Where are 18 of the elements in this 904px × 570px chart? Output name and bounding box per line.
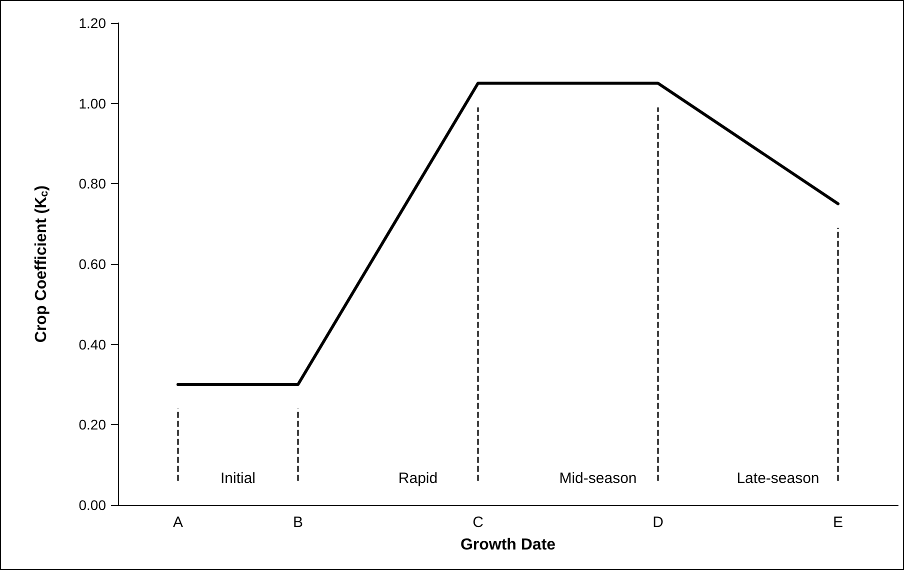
y-tick-label: 1.00	[78, 95, 106, 112]
y-tick-label: 0.00	[78, 497, 106, 513]
x-axis-title: Growth Date	[460, 536, 556, 554]
annotation: Initial	[220, 470, 256, 487]
x-tick-label: E	[832, 514, 844, 531]
annotation: Late-season	[736, 470, 820, 487]
x-tick-label: C	[472, 514, 484, 531]
x-tick-label: D	[652, 514, 664, 531]
y-tick-label: 0.60	[78, 256, 106, 272]
annotation: Rapid	[398, 470, 438, 487]
y-tick-label: 0.80	[78, 176, 106, 192]
y-axis-title: Crop Coefficient (Kc)	[33, 185, 50, 343]
x-tick-label: B	[292, 514, 304, 531]
y-tick-label: 1.20	[78, 15, 106, 31]
y-tick-label: 0.20	[78, 416, 106, 433]
x-tick-label: A	[172, 514, 184, 531]
y-tick-label: 0.40	[78, 336, 106, 352]
annotation: Mid-season	[559, 470, 637, 487]
